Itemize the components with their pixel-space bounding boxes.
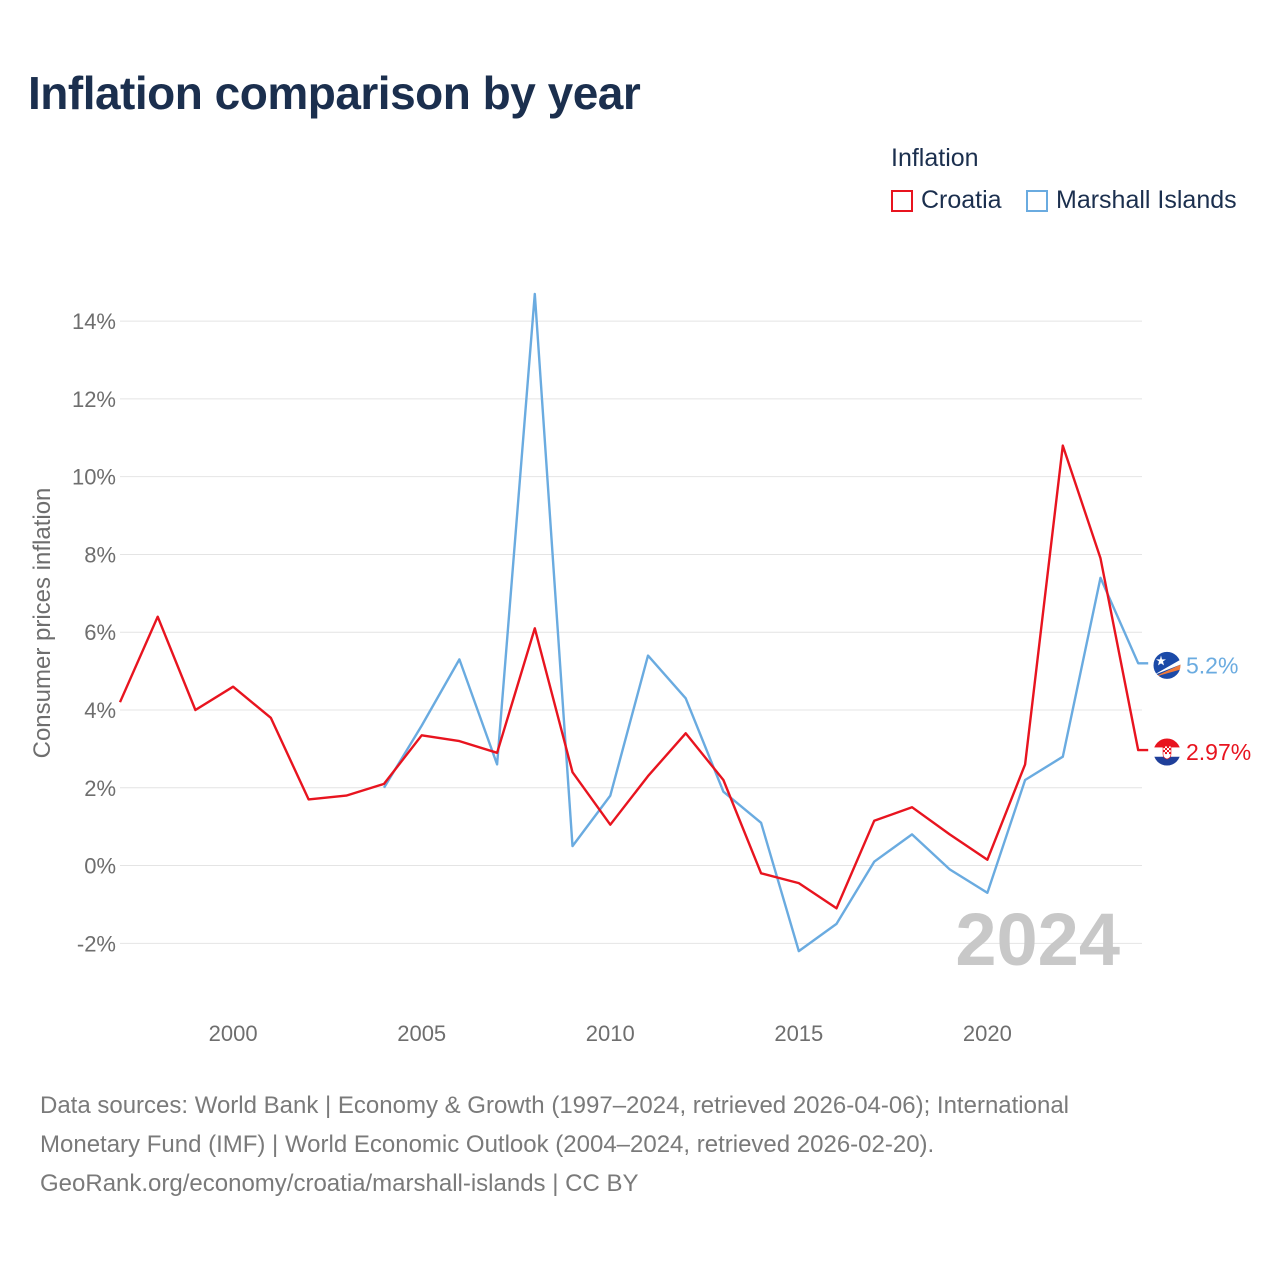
end-label-croatia: 2.97%	[1186, 739, 1251, 765]
x-tick-label: 2020	[963, 1021, 1012, 1046]
data-point[interactable]	[419, 732, 425, 738]
data-point[interactable]	[494, 761, 500, 767]
footer-line-3[interactable]: GeoRank.org/economy/croatia/marshall-isl…	[40, 1170, 639, 1197]
data-point[interactable]	[758, 870, 764, 876]
data-point[interactable]	[758, 820, 764, 826]
data-point[interactable]	[1022, 777, 1028, 783]
y-tick-label: 2%	[84, 776, 116, 801]
data-point[interactable]	[909, 804, 915, 810]
series-line-croatia[interactable]	[118, 444, 1149, 910]
data-point[interactable]	[871, 859, 877, 865]
footer-line-1: Data sources: World Bank | Economy & Gro…	[40, 1092, 1070, 1119]
data-point[interactable]	[645, 653, 651, 659]
data-point[interactable]	[306, 796, 312, 802]
footer: Data sources: World Bank | Economy & Gro…	[40, 1086, 1069, 1203]
data-point[interactable]	[947, 831, 953, 837]
line-chart: 2024 -2% 0% 2% 4% 6% 8% 10% 12% 14% 2000 2005 2010 2…	[29, 291, 1251, 1046]
end-label-marshall-islands: 5.2%	[1186, 652, 1238, 678]
data-point[interactable]	[155, 614, 161, 620]
data-point[interactable]	[532, 291, 538, 297]
data-point[interactable]	[720, 777, 726, 783]
legend-item-marshall-islands[interactable]: Marshall Islands	[1026, 186, 1237, 215]
x-tick-label: 2015	[774, 1021, 823, 1046]
data-point[interactable]	[984, 890, 990, 896]
data-point[interactable]	[683, 695, 689, 701]
legend-label-marshall-islands: Marshall Islands	[1056, 186, 1237, 214]
data-point[interactable]	[381, 781, 387, 787]
data-point[interactable]	[419, 723, 425, 729]
data-point[interactable]	[268, 715, 274, 721]
y-tick-label: 14%	[72, 309, 116, 334]
data-point[interactable]	[570, 843, 576, 849]
data-point[interactable]	[607, 793, 613, 799]
data-point[interactable]	[1098, 575, 1104, 581]
data-point[interactable]	[607, 822, 613, 828]
y-tick-label: 8%	[84, 542, 116, 567]
series-line-marshall-islands[interactable]	[382, 292, 1149, 953]
legend-item-croatia[interactable]: Croatia	[891, 186, 1002, 215]
data-point[interactable]	[796, 948, 802, 954]
data-point[interactable]	[1060, 754, 1066, 760]
data-point[interactable]	[909, 831, 915, 837]
legend-swatch-croatia	[891, 189, 913, 212]
y-tick-label: 12%	[72, 387, 116, 412]
y-tick-label: 6%	[84, 620, 116, 645]
data-point[interactable]	[117, 699, 123, 705]
data-point[interactable]	[1135, 747, 1141, 753]
data-point[interactable]	[720, 789, 726, 795]
data-point[interactable]	[645, 773, 651, 779]
croatia-flag-icon	[1152, 737, 1182, 767]
data-point[interactable]	[1135, 660, 1141, 666]
marshall-islands-flag-icon	[1152, 650, 1182, 680]
x-tick-label: 2005	[397, 1021, 446, 1046]
data-point[interactable]	[947, 866, 953, 872]
data-point[interactable]	[456, 738, 462, 744]
data-point[interactable]	[984, 857, 990, 863]
legend-swatch-marshall-islands	[1026, 189, 1048, 212]
x-tick-label: 2010	[586, 1021, 635, 1046]
data-point[interactable]	[456, 656, 462, 662]
legend-label-croatia: Croatia	[921, 186, 1002, 214]
data-point[interactable]	[834, 921, 840, 927]
data-point[interactable]	[532, 625, 538, 631]
legend-title: Inflation	[891, 144, 979, 172]
y-tick-label: 4%	[84, 698, 116, 723]
data-point[interactable]	[796, 880, 802, 886]
y-tick-label: -2%	[77, 931, 116, 956]
year-watermark: 2024	[955, 898, 1120, 981]
data-point[interactable]	[1022, 761, 1028, 767]
data-point[interactable]	[494, 750, 500, 756]
data-point[interactable]	[834, 905, 840, 911]
chart-title: Inflation comparison by year	[28, 67, 641, 119]
data-point[interactable]	[1060, 443, 1066, 449]
footer-line-2: Monetary Fund (IMF) | World Economic Out…	[40, 1131, 935, 1158]
data-point[interactable]	[683, 730, 689, 736]
data-point[interactable]	[1098, 555, 1104, 561]
x-tick-label: 2000	[209, 1021, 258, 1046]
data-point[interactable]	[343, 793, 349, 799]
data-point[interactable]	[192, 707, 198, 713]
y-tick-label: 0%	[84, 854, 116, 879]
y-axis-label: Consumer prices inflation	[29, 488, 56, 759]
data-point[interactable]	[871, 818, 877, 824]
data-point[interactable]	[570, 769, 576, 775]
y-tick-label: 10%	[72, 465, 116, 490]
data-point[interactable]	[230, 684, 236, 690]
